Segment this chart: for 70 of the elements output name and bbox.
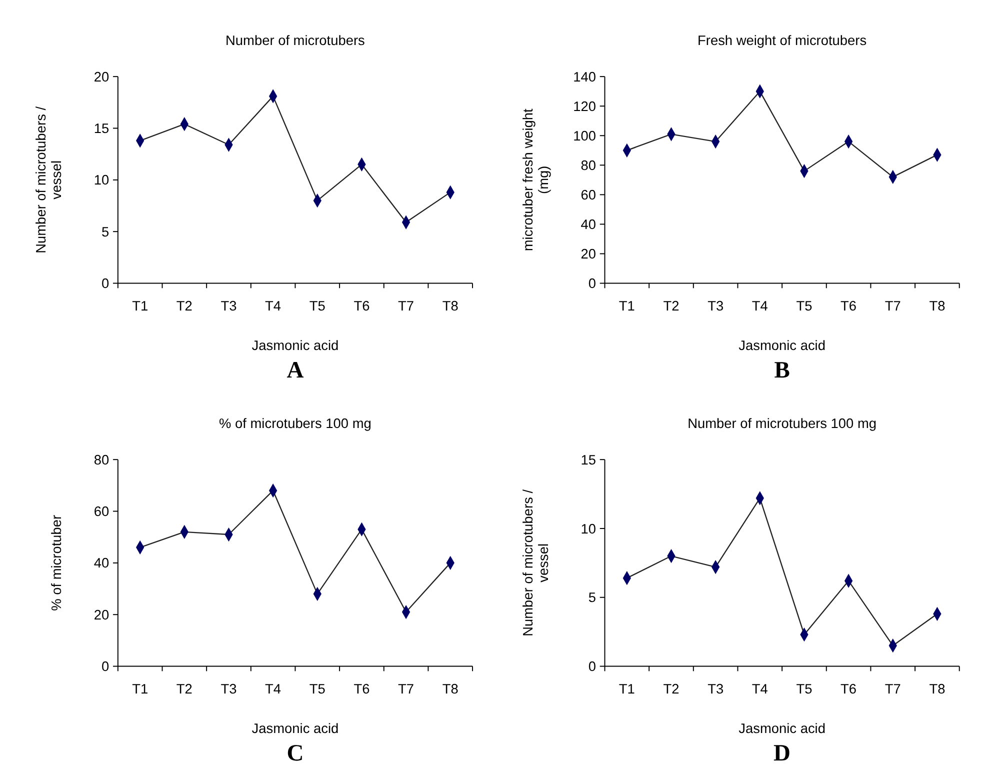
x-axis-title: Jasmonic acid: [252, 338, 339, 353]
x-tick-label: T7: [884, 298, 901, 314]
x-tick-label: T1: [132, 682, 148, 697]
y-tick-label: 80: [94, 452, 110, 468]
x-tick-label: T3: [708, 298, 724, 314]
text: D: [774, 740, 791, 766]
x-tick-label: T8: [442, 682, 459, 697]
y-axis-title: microtuber fresh weight (mg): [520, 108, 551, 252]
chart-title: Number of microtubers 100 mg: [688, 416, 876, 432]
x-tick-label: T1: [132, 298, 148, 314]
text: B: [774, 357, 790, 384]
x-tick-label: T4: [265, 682, 282, 697]
x-tick-label: T3: [220, 682, 238, 697]
x-tick-label: T7: [884, 682, 901, 697]
text: C: [286, 740, 304, 766]
x-tick-label: T5: [309, 298, 326, 314]
x-tick-label: T8: [929, 298, 946, 314]
y-tick-label: 120: [573, 98, 596, 114]
y-tick-label: 40: [94, 556, 110, 571]
y-tick-label: 0: [101, 659, 110, 674]
y-tick-label: 0: [101, 276, 110, 292]
x-tick-label: T4: [265, 298, 282, 314]
x-tick-label: T4: [752, 682, 768, 697]
y-tick-label: 5: [588, 590, 596, 606]
y-tick-label: 140: [573, 69, 596, 84]
x-tick-label: T2: [663, 682, 680, 697]
x-axis-title: Jasmonic acid: [738, 338, 826, 353]
y-tick-label: 20: [580, 246, 596, 262]
x-tick-label: T1: [618, 298, 635, 314]
y-axis-title: Number of microtubers / vessel: [520, 489, 551, 636]
x-tick-label: T5: [309, 682, 326, 697]
x-tick-label: T7: [398, 682, 414, 697]
x-tick-label: T4: [752, 298, 768, 314]
x-tick-label: T2: [176, 298, 192, 314]
y-axis-title: % of microtuber: [49, 514, 64, 611]
y-tick-label: 15: [580, 452, 596, 468]
x-tick-label: T3: [708, 682, 724, 697]
y-tick-label: 10: [94, 172, 110, 188]
x-tick-label: T5: [796, 682, 813, 697]
y-tick-label: 40: [580, 217, 596, 232]
x-tick-label: T7: [398, 298, 414, 314]
y-tick-label: 60: [94, 504, 110, 520]
y-tick-label: 5: [101, 224, 110, 240]
x-axis-title: Jasmonic acid: [252, 720, 339, 736]
y-tick-label: 0: [588, 659, 596, 674]
x-tick-label: T6: [840, 682, 857, 697]
x-tick-label: T8: [929, 682, 946, 697]
x-tick-label: T2: [663, 298, 680, 314]
x-axis-title: Jasmonic acid: [738, 720, 826, 736]
chart-title: Number of microtubers: [226, 33, 366, 48]
x-tick-label: T3: [220, 298, 238, 314]
x-tick-label: T5: [796, 298, 813, 314]
chart-title: Fresh weight of microtubers: [698, 33, 867, 48]
x-tick-label: T1: [618, 682, 635, 697]
y-tick-label: 80: [580, 158, 596, 173]
y-tick-label: 20: [94, 607, 110, 622]
x-tick-label: T6: [840, 298, 857, 314]
y-axis-title: Number of microtubers / vessel: [33, 106, 64, 254]
x-tick-label: T6: [354, 682, 370, 697]
y-tick-label: 15: [94, 121, 110, 136]
y-tick-label: 60: [580, 187, 596, 202]
x-tick-label: T6: [354, 298, 370, 314]
y-tick-label: 10: [580, 521, 596, 536]
text: A: [286, 357, 304, 384]
y-tick-label: 0: [588, 276, 596, 292]
x-tick-label: T8: [442, 298, 459, 314]
chart-title: % of microtubers 100 mg: [219, 416, 372, 432]
y-tick-label: 20: [94, 69, 110, 84]
y-tick-label: 100: [573, 128, 596, 144]
x-tick-label: T2: [176, 682, 192, 697]
